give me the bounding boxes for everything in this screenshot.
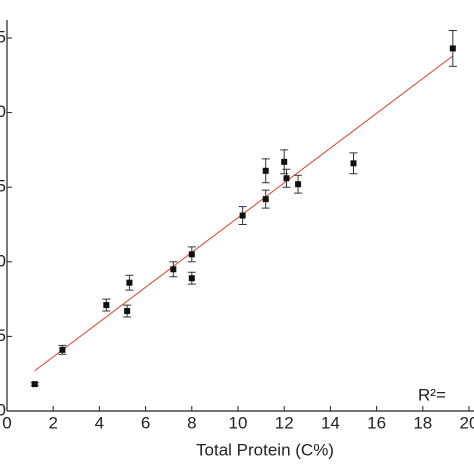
y-tick-label: 15 <box>0 177 6 196</box>
point <box>449 45 456 52</box>
x-tick-label: 2 <box>48 413 57 432</box>
point <box>126 279 133 286</box>
y-tick-label: 20 <box>0 102 6 121</box>
x-tick-label: 0 <box>2 413 11 432</box>
point <box>188 275 195 282</box>
y-tick-label: 0 <box>0 400 6 419</box>
annotation: R²= <box>418 385 446 404</box>
x-tick-label: 6 <box>141 413 150 432</box>
point <box>262 167 269 174</box>
y-tick-label: 25 <box>0 27 6 46</box>
point <box>103 302 110 309</box>
point <box>124 308 131 315</box>
x-tick-label: 4 <box>95 413 104 432</box>
x-tick-label: 14 <box>321 413 340 432</box>
point <box>170 266 177 273</box>
x-tick-label: 12 <box>275 413 294 432</box>
x-tick-label: 20 <box>460 413 474 432</box>
point <box>295 181 302 188</box>
y-tick-label: 10 <box>0 251 6 270</box>
point <box>31 381 38 388</box>
point <box>59 346 66 353</box>
x-tick-label: 16 <box>367 413 386 432</box>
x-tick-label: 8 <box>187 413 196 432</box>
x-tick-label: 10 <box>229 413 248 432</box>
point <box>350 160 357 167</box>
point <box>262 196 269 203</box>
y-tick-label: 5 <box>0 326 6 345</box>
point <box>188 251 195 258</box>
x-tick-label: 18 <box>413 413 432 432</box>
x-axis-label: Total Protein (C%) <box>196 440 334 459</box>
point <box>283 175 290 182</box>
point <box>239 212 246 219</box>
point <box>281 158 288 165</box>
